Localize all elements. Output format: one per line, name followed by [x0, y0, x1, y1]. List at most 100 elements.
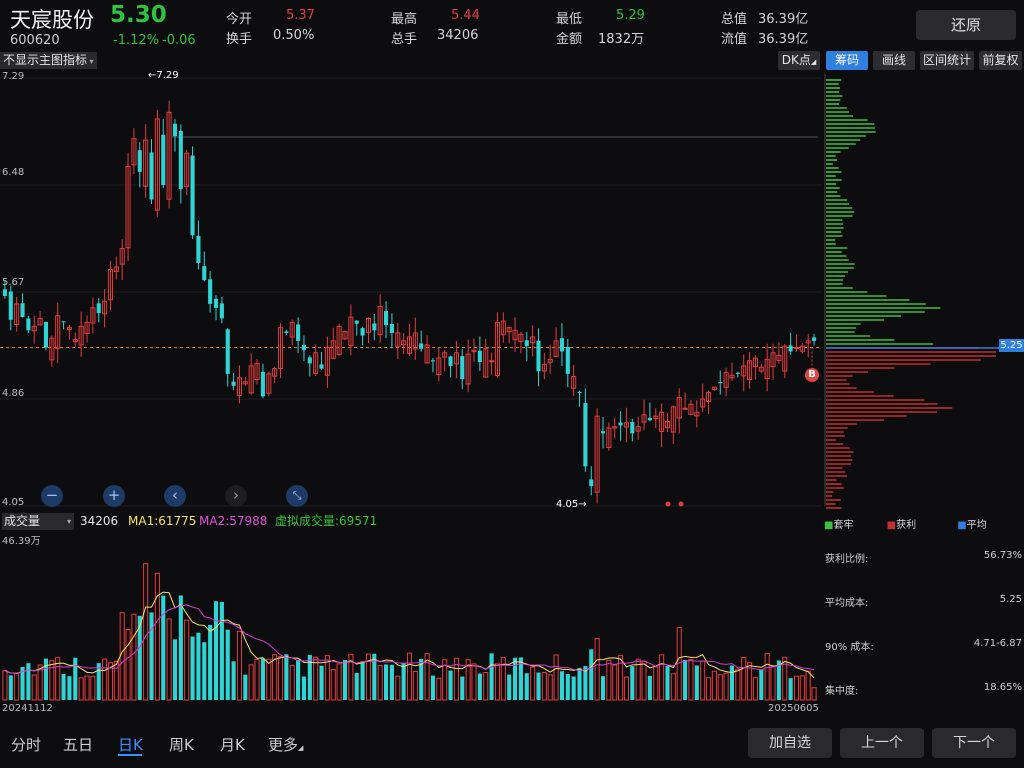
volume-bar: [465, 659, 471, 701]
candle-body: [313, 352, 319, 374]
candle-body: [419, 343, 424, 349]
candle-body: [805, 340, 811, 344]
candle-body: [301, 344, 307, 351]
candle-body: [383, 310, 389, 326]
candle-body: [512, 329, 518, 341]
volume-bar: [583, 666, 588, 700]
volume-bar: [360, 662, 365, 700]
zoom-out-icon[interactable]: −: [41, 485, 63, 507]
candle-body: [137, 150, 142, 172]
volume-bar: [365, 653, 372, 701]
restore-button[interactable]: 还原: [916, 10, 1016, 40]
volume-bar: [37, 664, 43, 701]
volume-bar: [243, 674, 248, 700]
candle-body: [518, 333, 524, 342]
change-percent: -1.12%: [113, 33, 159, 48]
candle-body: [594, 415, 600, 493]
volume-bar: [594, 637, 600, 701]
candle-body: [483, 348, 489, 378]
candle-body: [43, 321, 49, 348]
high-value: 5.44: [451, 8, 480, 23]
candle-body: [254, 362, 260, 381]
volume-bar: [166, 618, 172, 701]
volume-indicator-select[interactable]: 成交量 ▾: [2, 513, 74, 530]
chip-stat-value: 56.73%: [983, 550, 1022, 561]
candle-body: [31, 325, 37, 332]
main-indicator-select[interactable]: 不显示主图指标 ▾: [0, 52, 97, 69]
scroll-left-icon[interactable]: ‹: [164, 485, 186, 507]
candle-body: [37, 317, 43, 326]
candle-body: [747, 360, 753, 381]
volume-bar: [131, 613, 137, 701]
tab-more[interactable]: 更多◢: [268, 734, 303, 755]
volume-bar: [600, 676, 606, 700]
volume-bar: [96, 663, 101, 700]
candle-body: [758, 366, 764, 372]
tab-intraday[interactable]: 分时: [11, 736, 42, 754]
volume-bar: [236, 630, 243, 701]
ma1-value: MA1:61775: [128, 514, 197, 528]
volume-bar: [184, 619, 190, 701]
volume-bar: [477, 673, 482, 700]
volume-bar: [553, 654, 559, 701]
candle-body: [735, 372, 740, 374]
indicator-select-label: 不显示主图指标: [3, 53, 88, 67]
volume-bar: [799, 675, 805, 701]
tab-drawing[interactable]: 画线: [873, 51, 915, 70]
chip-distribution-chart: [824, 74, 1000, 509]
scroll-right-icon[interactable]: ›: [225, 485, 247, 507]
candle-body: [90, 307, 96, 324]
tab-weekly-k[interactable]: 周K: [169, 736, 194, 754]
candle-body: [653, 415, 659, 420]
candle-body: [113, 266, 119, 272]
y-tick-label: 4.05: [2, 497, 25, 508]
tab-range-stats[interactable]: 区间统计: [920, 51, 974, 70]
candle-body: [196, 236, 201, 263]
volume-bar: [372, 653, 377, 700]
tab-forward-adjust[interactable]: 前复权: [979, 51, 1022, 70]
volume-bar: [213, 601, 219, 700]
candle-body: [612, 426, 618, 429]
volume-bar: [776, 660, 781, 700]
corner-triangle-icon: ◢: [298, 744, 304, 752]
volume-bar: [589, 649, 594, 700]
dk-point-button[interactable]: DK点◢: [778, 51, 820, 70]
next-button[interactable]: 下一个: [932, 728, 1016, 758]
candle-body: [307, 357, 312, 364]
volume-bar: [489, 653, 494, 700]
buy-signal-marker[interactable]: B: [805, 368, 819, 382]
candle-body: [524, 340, 529, 347]
candlestick-chart[interactable]: [0, 70, 822, 512]
volume-bar: [202, 642, 207, 700]
open-label: 今开: [226, 12, 253, 27]
candle-body: [2, 289, 7, 296]
candle-body: [664, 420, 671, 429]
dropdown-icon: ▾: [87, 57, 94, 66]
volume-bar: [623, 676, 629, 701]
y-tick-label: 4.86: [2, 388, 25, 399]
candle-body: [723, 372, 729, 388]
chip-stat-label: 平均成本:: [825, 598, 869, 609]
candle-body: [729, 374, 735, 379]
tab-daily-k[interactable]: 日K: [118, 736, 143, 754]
candle-body: [448, 356, 453, 366]
reset-view-icon[interactable]: ⤡: [286, 485, 308, 507]
candle-body: [406, 336, 413, 354]
volume-bar: [659, 654, 665, 701]
tab-chips[interactable]: 筹码: [826, 51, 868, 70]
volume-bar: [26, 663, 31, 700]
candle-body: [131, 138, 137, 166]
zoom-in-icon[interactable]: +: [103, 485, 125, 507]
volume-bar: [348, 653, 354, 701]
tab-five-day[interactable]: 五日: [63, 736, 94, 754]
add-watchlist-button[interactable]: 加自选: [748, 728, 832, 758]
candle-body: [172, 123, 178, 137]
volume-bar: [518, 657, 523, 700]
previous-button[interactable]: 上一个: [840, 728, 924, 758]
volume-bar: [119, 612, 125, 701]
volume-bar: [483, 672, 489, 701]
candle-body: [8, 291, 13, 320]
tab-monthly-k[interactable]: 月K: [220, 736, 245, 754]
candle-body: [365, 317, 372, 333]
quote-header: 天宸股份 5.30 600620 -1.12% -0.06 今开 5.37 换手…: [0, 0, 1024, 50]
